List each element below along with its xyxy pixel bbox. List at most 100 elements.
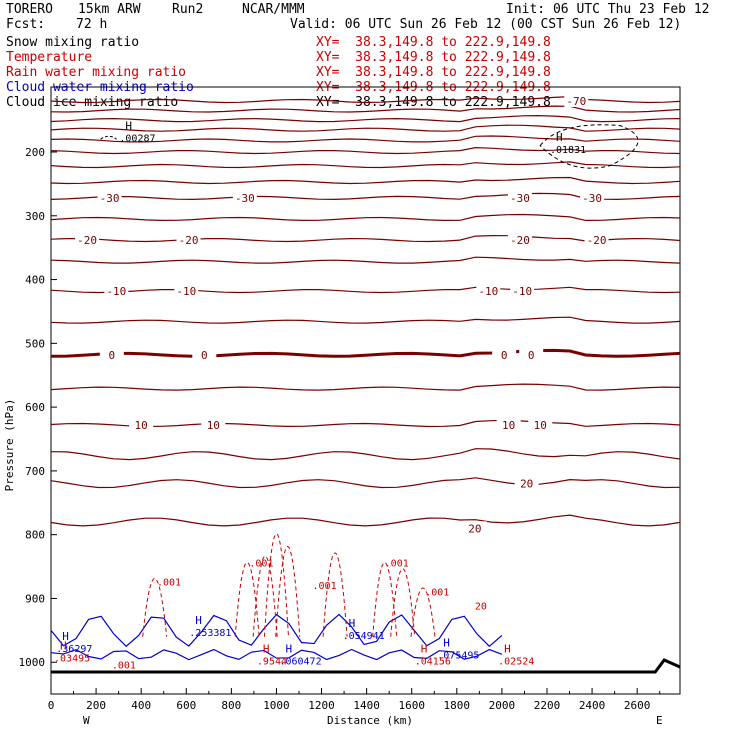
isotherm-label-bg [507,233,532,247]
model-name: TORERO [6,2,53,17]
cloud-ice-contour [539,124,639,169]
isotherm-line [50,514,681,527]
isotherm-line [50,316,681,324]
isotherm-label: -10 [478,285,498,298]
rain-label: .001 [385,559,409,570]
run-label: Run2 [172,2,204,17]
isotherm-line [50,477,681,489]
isotherm-label: -30 [510,192,530,205]
y-tick-label: 900 [25,592,45,605]
high-value: .253381 [189,628,231,639]
isotherm-label-bg [104,284,129,298]
rain-label: .001 [112,661,136,672]
high-value: .060472 [279,657,321,668]
isotherm-label-bg [99,347,124,361]
x-tick-label: 200 [86,699,106,712]
rain-label: .001 [249,559,273,570]
x-end-label-west: W [83,714,90,727]
isotherm-label: 10 [502,419,515,432]
high-value: .02524 [498,657,534,668]
rain-label: .001 [313,581,337,592]
label-group: -70 -30 -30 -30 -30 -20 -20 -20 -20 -10 -10 -10 -10 0… [54,93,609,672]
high-marker: H [195,614,202,627]
x-tick-label: 2400 [579,699,606,712]
isotherm-label: -20 [510,234,530,247]
isotherm-line [50,213,681,222]
isotherm-line [50,192,681,201]
high-marker: H [60,639,67,652]
rain-contour [234,562,260,637]
isotherm-label-bg [476,284,501,298]
legend-cloud-ice: Cloud ice mixing ratio [6,95,179,110]
x-tick-label: 1400 [353,699,380,712]
legend-rain: Rain water mixing ratio [6,65,187,80]
valid-time: Valid: 06 UTC Sun 26 Feb 12 (00 CST Sun … [290,17,682,32]
isotherm-label-bg [201,417,226,431]
init-time: Init: 06 UTC Thu 23 Feb 12 [506,2,710,17]
isotherm-label-bg [514,476,539,490]
rain-label: 20 [475,601,487,612]
isotherm-group [50,95,681,674]
isotherm-label: -20 [587,234,607,247]
isotherm-label: 0 [109,349,116,362]
high-marker: H [556,131,563,144]
isotherm-label-bg [564,93,589,107]
rain-contour [410,587,436,637]
fcst-label: Fcst: [6,17,46,32]
high-value: .9544 [257,657,287,668]
fcst-value: 72 h [76,17,108,32]
y-tick-label: 500 [25,337,45,350]
isotherm-label: -10 [176,285,196,298]
plot-frame [50,86,681,695]
high-value: .04156 [415,657,451,668]
x-tick-label: 2600 [624,699,651,712]
isotherm-label-bg [496,417,521,431]
y-tick-label: 200 [25,146,45,159]
isotherm-label-bg [97,190,122,204]
isotherm-label: -10 [512,285,532,298]
x-tick-label: 800 [221,699,241,712]
isotherm-line [50,146,681,155]
isotherm-label-bg [462,521,487,535]
high-marker: H [285,643,292,656]
rain-contour [322,552,348,637]
rain-contour [142,578,168,637]
x-tick-label: 2000 [489,699,516,712]
rain-contour [252,555,278,637]
high-value: .01831 [550,145,586,156]
x-tick-label: 600 [176,699,196,712]
high-value: .03495 [54,653,90,664]
legend-snow: Snow mixing ratio [6,35,140,50]
legend-temperature-xy: XY= 38.3,149.8 to 222.9,149.8 [316,50,551,65]
high-marker: H [263,643,270,656]
isotherm-line [50,176,681,185]
isotherm-label: 20 [468,522,481,535]
high-value: .075495 [437,650,479,661]
isotherm-line [50,114,681,123]
x-axis-title: Distance (km) [327,714,413,727]
isotherm-label: -20 [179,234,199,247]
high-marker: H [443,636,450,649]
isotherm-line [50,234,681,243]
org-label: NCAR/MMM [242,2,305,17]
rain-contour [275,546,301,637]
isotherm-label: 10 [534,419,547,432]
high-marker: H [349,617,356,630]
isotherm-label-bg [192,347,217,361]
isotherm-label-bg [584,233,609,247]
rain-label: .001 [157,578,181,589]
isotherm-label-bg [232,190,257,204]
x-tick-label: 1000 [263,699,290,712]
y-tick-label: 300 [25,210,45,223]
isotherm-label-bg [528,417,553,431]
y-tick-label: 700 [25,465,45,478]
isotherm-label-bg [75,233,100,247]
y-tick-label: 600 [25,401,45,414]
isotherm-line [50,161,681,169]
isotherm-line [50,105,681,113]
isotherm-line [50,448,681,461]
high-value: .054941 [343,631,385,642]
isotherm-label-bg [519,347,544,361]
high-marker: H [62,630,69,643]
cloud-ice-contour [100,135,117,140]
